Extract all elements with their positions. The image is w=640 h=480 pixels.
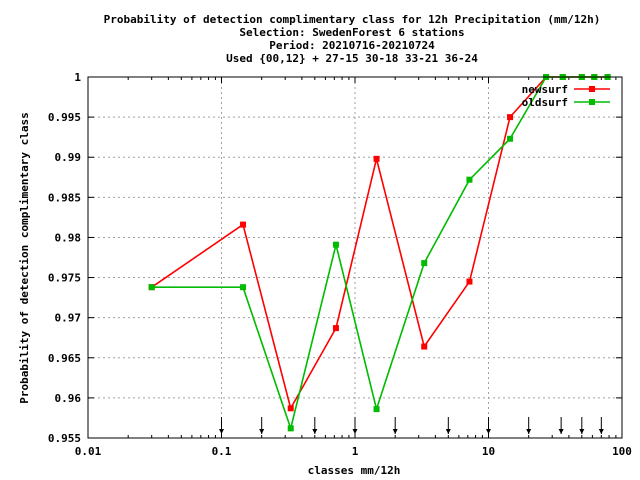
x-tick-label: 0.01 bbox=[75, 445, 102, 458]
y-tick-label: 0.955 bbox=[48, 432, 81, 445]
y-axis-label: Probability of detection complimentary c… bbox=[18, 112, 31, 403]
y-tick-label: 0.995 bbox=[48, 111, 81, 124]
series-line-newsurf bbox=[151, 76, 608, 411]
y-tick-label: 0.965 bbox=[48, 352, 81, 365]
y-axis-ticks: 0.955 0.96 0.965 0.97 0.975 0.98 0.985 0.99 0.99… bbox=[48, 71, 622, 445]
class-limit-arrowhead bbox=[579, 429, 585, 434]
data-point-oldsurf bbox=[421, 260, 428, 267]
chart-title: Probability of detection complimentary c… bbox=[104, 13, 601, 65]
x-tick-label: 100 bbox=[612, 445, 632, 458]
y-tick-label: 0.975 bbox=[48, 272, 81, 285]
data-point-newsurf bbox=[421, 343, 428, 350]
class-limit-arrowhead bbox=[259, 429, 265, 434]
data-point-oldsurf bbox=[148, 284, 155, 291]
data-point-newsurf bbox=[373, 155, 380, 162]
data-point-newsurf bbox=[507, 114, 514, 121]
y-tick-label: 0.96 bbox=[55, 392, 82, 405]
plot-frame bbox=[87, 76, 623, 439]
title-line-4: Used {00,12} + 27-15 30-18 33-21 36-24 bbox=[226, 52, 478, 65]
x-axis-label: classes mm/12h bbox=[308, 464, 401, 477]
x-axis-ticks: 0.01 0.1 1 10 100 bbox=[75, 77, 632, 458]
y-tick-label: 0.97 bbox=[55, 312, 82, 325]
x-tick-label: 1 bbox=[352, 445, 359, 458]
data-point-newsurf bbox=[332, 325, 339, 332]
title-line-3: Period: 20210716-20210724 bbox=[269, 39, 435, 52]
data-point-newsurf bbox=[240, 221, 247, 228]
grid bbox=[88, 77, 622, 438]
class-limit-arrowhead bbox=[312, 429, 318, 434]
title-line-2: Selection: SwedenForest 6 stations bbox=[239, 26, 464, 39]
class-limit-arrowhead bbox=[392, 429, 398, 434]
y-tick-label: 0.98 bbox=[55, 231, 82, 244]
y-tick-label: 1 bbox=[74, 71, 81, 84]
legend-label-oldsurf: oldsurf bbox=[522, 96, 568, 109]
y-tick-label: 0.985 bbox=[48, 191, 81, 204]
series-layer bbox=[148, 74, 611, 432]
class-limit-arrowhead bbox=[526, 429, 532, 434]
data-point-oldsurf bbox=[332, 241, 339, 248]
x-tick-label: 0.1 bbox=[212, 445, 232, 458]
class-limit-markers bbox=[219, 417, 604, 434]
title-line-1: Probability of detection complimentary c… bbox=[104, 13, 601, 26]
legend-swatch-marker-oldsurf bbox=[589, 99, 595, 105]
class-limit-arrowhead bbox=[352, 429, 358, 434]
data-point-oldsurf bbox=[507, 135, 514, 142]
data-point-newsurf bbox=[287, 405, 294, 412]
y-tick-label: 0.99 bbox=[55, 151, 82, 164]
legend-label-newsurf: newsurf bbox=[522, 83, 568, 96]
data-point-oldsurf bbox=[373, 406, 380, 413]
class-limit-arrowhead bbox=[486, 429, 491, 434]
data-point-oldsurf bbox=[287, 425, 294, 432]
data-point-oldsurf bbox=[466, 176, 473, 183]
class-limit-arrowhead bbox=[598, 429, 604, 434]
data-point-oldsurf bbox=[240, 284, 247, 291]
legend-swatch-marker-newsurf bbox=[589, 86, 595, 92]
x-tick-label: 10 bbox=[482, 445, 495, 458]
series-line-oldsurf bbox=[151, 76, 608, 432]
class-limit-arrowhead bbox=[219, 429, 224, 434]
class-limit-arrowhead bbox=[445, 429, 451, 434]
data-point-newsurf bbox=[466, 278, 473, 285]
class-limit-arrowhead bbox=[558, 429, 564, 434]
